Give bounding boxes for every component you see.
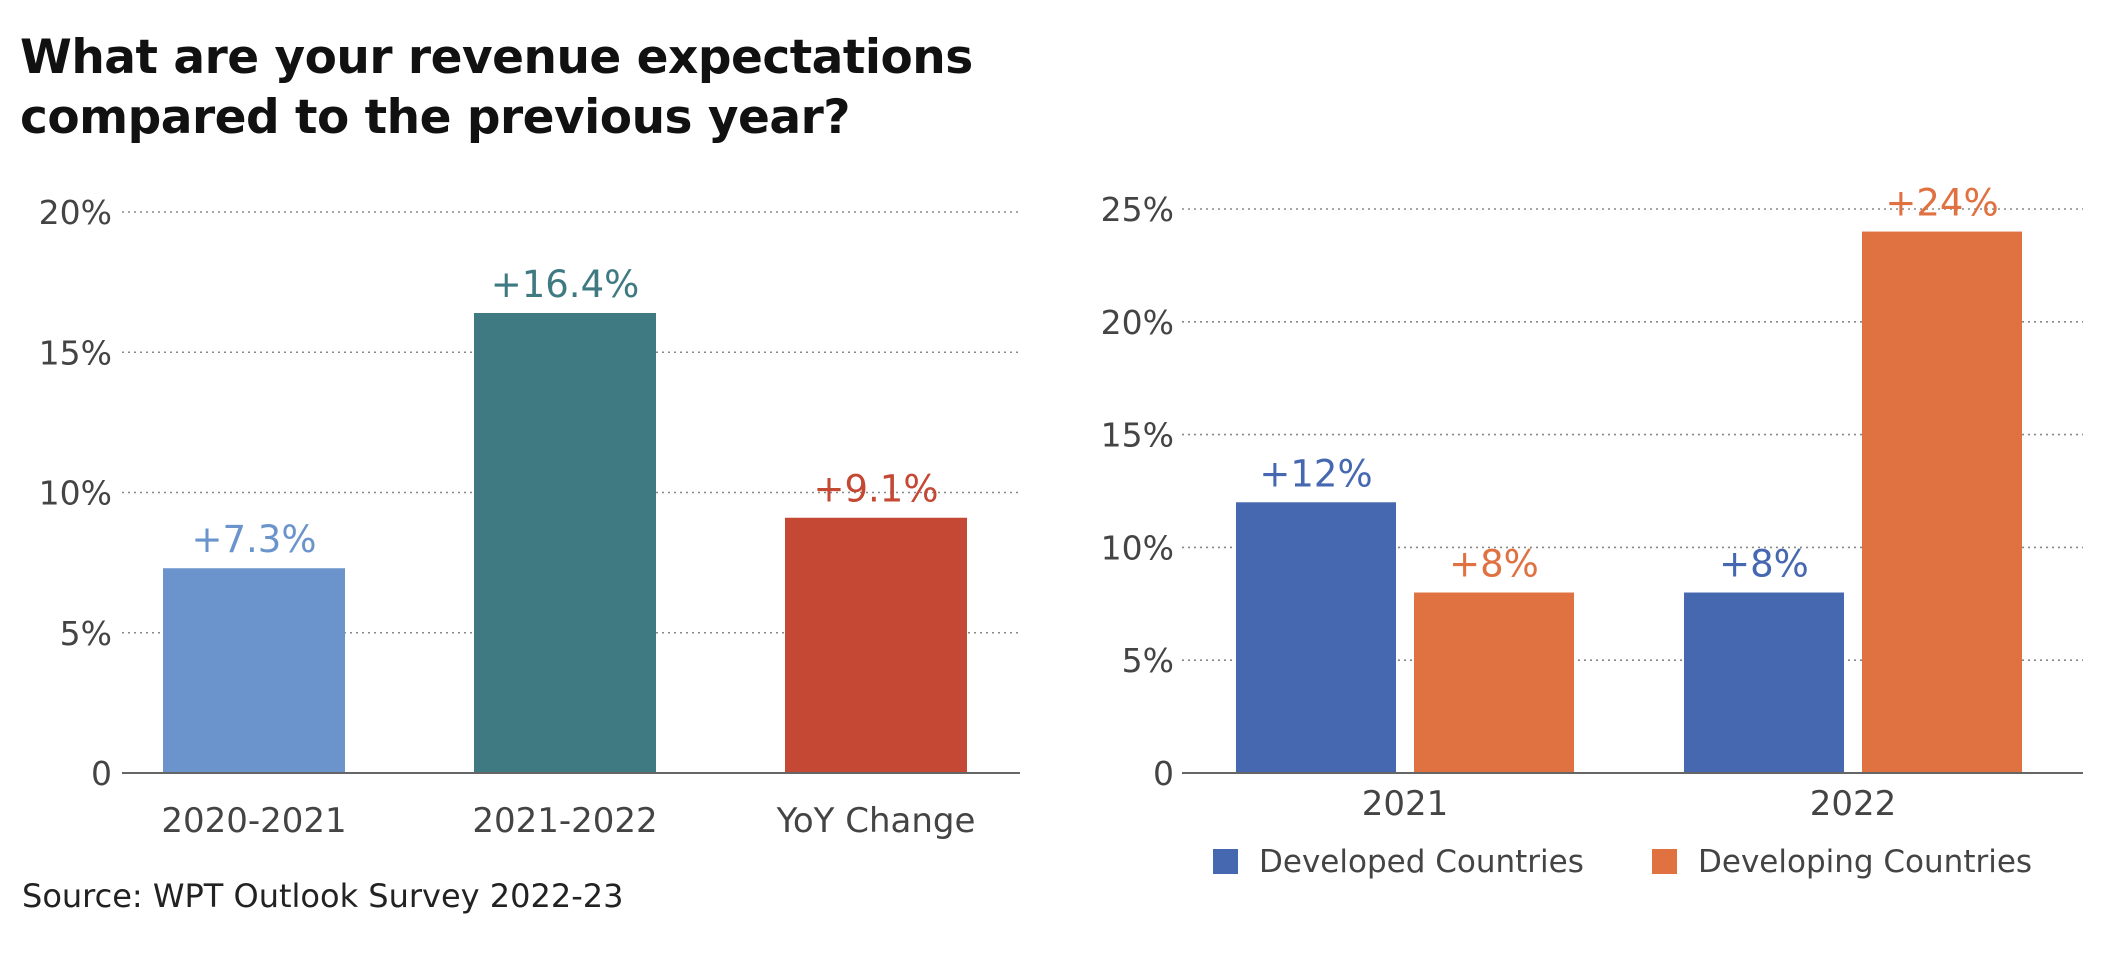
y-tick-label: 15% (1101, 416, 1174, 455)
y-tick-label: 25% (1101, 190, 1174, 229)
x-category-label: 2021 (1362, 784, 1449, 824)
left-bar-chart: 0 5% 10% 15% 20% +7.3% 2020-2021 +16.4% 2021-202… (39, 193, 1020, 841)
data-label: +8% (1449, 543, 1539, 586)
legend-swatch (1652, 849, 1677, 874)
chart-title: What are your revenue expectations compa… (20, 28, 1020, 148)
bar-2021-2022 (474, 312, 656, 773)
legend-label: Developing Countries (1698, 844, 2032, 880)
y-tick-label: 5% (60, 614, 112, 653)
legend-label: Developed Countries (1259, 844, 1584, 880)
x-category-label: 2022 (1810, 784, 1897, 824)
data-label: +16.4% (491, 263, 640, 306)
source-note: Source: WPT Outlook Survey 2022-23 (22, 877, 624, 915)
data-label: +7.3% (191, 518, 316, 561)
y-tick-label: 5% (1122, 641, 1174, 680)
x-category-label: 2020-2021 (161, 801, 346, 841)
title-line-2: compared to the previous year? (20, 90, 851, 145)
data-label: +8% (1719, 543, 1809, 586)
bar-2020-2021 (163, 568, 345, 773)
x-category-label: YoY Change (776, 801, 976, 841)
legend-swatch (1213, 849, 1238, 874)
y-tick-label: 10% (39, 474, 112, 513)
data-label: +9.1% (813, 468, 938, 511)
y-tick-label: 15% (39, 333, 112, 372)
data-label: +24% (1885, 182, 1998, 225)
y-tick-label: 20% (1101, 303, 1174, 342)
bar-developing-countries-2022 (1862, 231, 2022, 773)
x-category-label: 2021-2022 (472, 801, 657, 841)
title-line-1: What are your revenue expectations (20, 30, 973, 85)
bar-developing-countries-2021 (1414, 592, 1574, 773)
bar-yoy-change (785, 517, 967, 773)
bar-developed-countries-2022 (1684, 592, 1844, 773)
data-label: +12% (1259, 452, 1372, 495)
y-tick-label: 0 (1153, 754, 1174, 793)
y-tick-label: 0 (91, 754, 112, 793)
bar-developed-countries-2021 (1236, 502, 1396, 773)
y-tick-label: 10% (1101, 528, 1174, 567)
y-tick-label: 20% (39, 193, 112, 232)
